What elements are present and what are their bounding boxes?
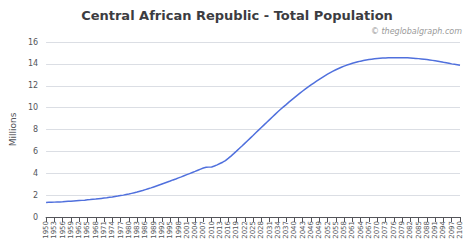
svg-text:2055: 2055: [332, 221, 340, 239]
svg-text:14: 14: [28, 59, 38, 68]
svg-text:2049: 2049: [315, 221, 323, 239]
svg-text:1953: 1953: [50, 221, 58, 239]
svg-text:12: 12: [28, 81, 38, 90]
svg-text:2091: 2091: [431, 221, 439, 239]
svg-text:2001: 2001: [183, 221, 191, 239]
svg-text:2022: 2022: [241, 221, 249, 239]
svg-text:2067: 2067: [365, 221, 373, 239]
svg-text:2043: 2043: [299, 221, 307, 239]
svg-text:© theglobalgraph.com: © theglobalgraph.com: [371, 27, 462, 36]
svg-text:2019: 2019: [232, 221, 240, 239]
svg-text:2031: 2031: [266, 221, 274, 239]
svg-text:1986: 1986: [141, 220, 149, 238]
svg-text:2007: 2007: [199, 221, 207, 239]
svg-text:2058: 2058: [340, 221, 348, 239]
svg-text:2046: 2046: [307, 220, 315, 238]
svg-text:1998: 1998: [175, 221, 183, 239]
svg-text:1971: 1971: [100, 221, 108, 239]
svg-text:1983: 1983: [133, 221, 141, 239]
svg-text:1962: 1962: [75, 221, 83, 239]
svg-text:2037: 2037: [282, 221, 290, 239]
svg-text:Central African Republic - Tot: Central African Republic - Total Populat…: [81, 8, 393, 23]
svg-text:1980: 1980: [125, 221, 133, 239]
svg-text:2034: 2034: [274, 220, 282, 238]
svg-text:2025: 2025: [249, 221, 257, 239]
svg-text:2013: 2013: [216, 221, 224, 239]
svg-text:0: 0: [33, 213, 38, 222]
svg-text:2010: 2010: [208, 221, 216, 239]
svg-text:1950: 1950: [42, 221, 50, 239]
svg-text:2073: 2073: [381, 221, 389, 239]
svg-text:1989: 1989: [150, 221, 158, 239]
svg-text:1959: 1959: [67, 221, 75, 239]
svg-text:2100: 2100: [456, 221, 464, 239]
svg-text:1974: 1974: [108, 220, 116, 238]
svg-text:2094: 2094: [439, 220, 447, 238]
svg-text:2097: 2097: [448, 221, 456, 239]
svg-text:1965: 1965: [83, 221, 91, 239]
svg-text:2061: 2061: [348, 221, 356, 239]
svg-text:2076: 2076: [390, 220, 398, 238]
svg-text:2052: 2052: [324, 221, 332, 239]
svg-text:2016: 2016: [224, 220, 232, 238]
svg-text:1995: 1995: [166, 221, 174, 239]
svg-text:4: 4: [33, 169, 38, 178]
svg-text:2079: 2079: [398, 221, 406, 239]
svg-text:1977: 1977: [117, 221, 125, 239]
svg-text:1956: 1956: [59, 220, 67, 238]
svg-text:16: 16: [28, 38, 38, 47]
svg-text:1968: 1968: [92, 221, 100, 239]
svg-text:2082: 2082: [406, 221, 414, 239]
svg-text:2004: 2004: [191, 220, 199, 238]
svg-text:Millions: Millions: [8, 112, 18, 146]
svg-text:2088: 2088: [423, 221, 431, 239]
svg-text:2064: 2064: [357, 220, 365, 238]
svg-text:2028: 2028: [257, 221, 265, 239]
svg-text:2: 2: [33, 191, 38, 200]
svg-text:6: 6: [33, 147, 38, 156]
svg-text:2040: 2040: [290, 221, 298, 239]
svg-text:2085: 2085: [415, 221, 423, 239]
svg-text:1992: 1992: [158, 221, 166, 239]
svg-text:2070: 2070: [373, 221, 381, 239]
svg-text:8: 8: [33, 125, 38, 134]
svg-text:10: 10: [28, 103, 38, 112]
